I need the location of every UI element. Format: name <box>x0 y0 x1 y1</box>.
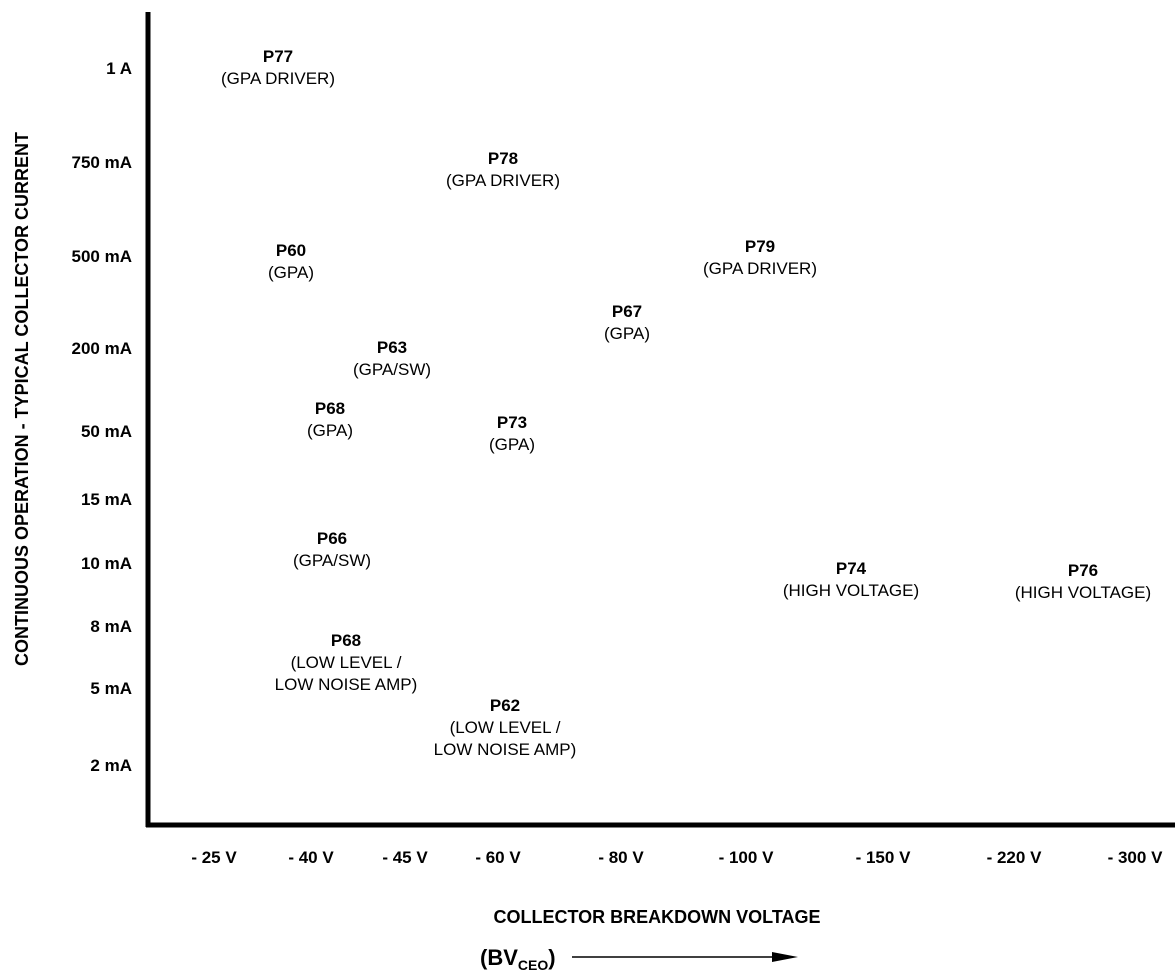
y-tick-label: 10 mA <box>81 554 132 573</box>
device-name: P74 <box>836 559 867 578</box>
y-tick-label: 750 mA <box>72 153 132 172</box>
data-point-label: P68 (LOW LEVEL / LOW NOISE AMP) <box>275 631 418 694</box>
data-point-label: P79 (GPA DRIVER) <box>703 237 817 278</box>
data-point-label: P66 (GPA/SW) <box>293 529 371 570</box>
data-point-label: P67 (GPA) <box>604 302 650 343</box>
y-axis-title: CONTINUOUS OPERATION - TYPICAL COLLECTOR… <box>12 132 32 666</box>
y-tick-label: 1 A <box>106 59 132 78</box>
data-point-label: P63 (GPA/SW) <box>353 338 431 379</box>
x-tick-label: - 220 V <box>987 848 1042 867</box>
y-tick-label: 5 mA <box>90 679 132 698</box>
x-axis-subtitle-close: ) <box>548 945 555 970</box>
data-point-label: P68 (GPA) <box>307 399 353 440</box>
device-description: (GPA/SW) <box>293 551 371 570</box>
device-description: (LOW LEVEL / <box>291 653 402 672</box>
y-tick-labels: 2 mA 5 mA 8 mA 10 mA 15 mA 50 mA 200 mA 500 mA 7… <box>72 59 132 775</box>
device-description: (GPA DRIVER) <box>446 171 560 190</box>
data-point-label: P76 (HIGH VOLTAGE) <box>1015 561 1151 602</box>
x-tick-label: - 25 V <box>191 848 237 867</box>
device-name: P76 <box>1068 561 1098 580</box>
data-point-label: P73 (GPA) <box>489 413 535 454</box>
x-tick-label: - 300 V <box>1108 848 1163 867</box>
data-point-label: P77 (GPA DRIVER) <box>221 47 335 88</box>
x-tick-label: - 45 V <box>382 848 428 867</box>
device-name: P62 <box>490 696 520 715</box>
x-tick-label: - 80 V <box>598 848 644 867</box>
device-name: P60 <box>276 241 306 260</box>
device-name: P68 <box>315 399 345 418</box>
device-description: (GPA) <box>604 324 650 343</box>
device-description: (HIGH VOLTAGE) <box>783 581 919 600</box>
x-tick-labels: - 25 V - 40 V - 45 V - 60 V - 80 V - 100 V - 1… <box>191 848 1163 867</box>
device-name: P79 <box>745 237 775 256</box>
device-description: (GPA DRIVER) <box>221 69 335 88</box>
x-axis-subtitle-sub: CEO <box>518 957 548 973</box>
x-tick-label: - 60 V <box>475 848 521 867</box>
y-tick-label: 500 mA <box>72 247 132 266</box>
device-name: P67 <box>612 302 642 321</box>
direction-arrow-icon <box>572 952 798 962</box>
data-points: P77(GPA DRIVER)P78(GPA DRIVER)P60(GPA)P7… <box>221 47 1151 759</box>
x-axis-subtitle-base: (BV <box>480 945 518 970</box>
device-description: (HIGH VOLTAGE) <box>1015 583 1151 602</box>
device-description: (GPA) <box>268 263 314 282</box>
device-description: (GPA) <box>489 435 535 454</box>
device-description: (GPA/SW) <box>353 360 431 379</box>
data-point-label: P78 (GPA DRIVER) <box>446 149 560 190</box>
device-name: P78 <box>488 149 518 168</box>
y-tick-label: 50 mA <box>81 422 132 441</box>
y-tick-label: 200 mA <box>72 339 132 358</box>
y-tick-label: 8 mA <box>90 617 132 636</box>
data-point-label: P60 (GPA) <box>268 241 314 282</box>
data-point-label: P62 (LOW LEVEL / LOW NOISE AMP) <box>434 696 577 759</box>
device-description: (GPA DRIVER) <box>703 259 817 278</box>
data-point-label: P74 (HIGH VOLTAGE) <box>783 559 919 600</box>
x-tick-label: - 40 V <box>288 848 334 867</box>
y-tick-label: 15 mA <box>81 490 132 509</box>
x-tick-label: - 150 V <box>856 848 911 867</box>
device-name: P63 <box>377 338 407 357</box>
y-tick-label: 2 mA <box>90 756 132 775</box>
x-axis-subtitle: (BVCEO) <box>480 945 556 973</box>
device-description: LOW NOISE AMP) <box>434 740 577 759</box>
device-name: P68 <box>331 631 361 650</box>
device-name: P77 <box>263 47 293 66</box>
device-name: P73 <box>497 413 527 432</box>
axes <box>145 12 1175 828</box>
device-description: (LOW LEVEL / <box>450 718 561 737</box>
x-axis-title: COLLECTOR BREAKDOWN VOLTAGE <box>494 907 821 927</box>
device-name: P66 <box>317 529 347 548</box>
device-description: (GPA) <box>307 421 353 440</box>
device-description: LOW NOISE AMP) <box>275 675 418 694</box>
x-tick-label: - 100 V <box>719 848 774 867</box>
